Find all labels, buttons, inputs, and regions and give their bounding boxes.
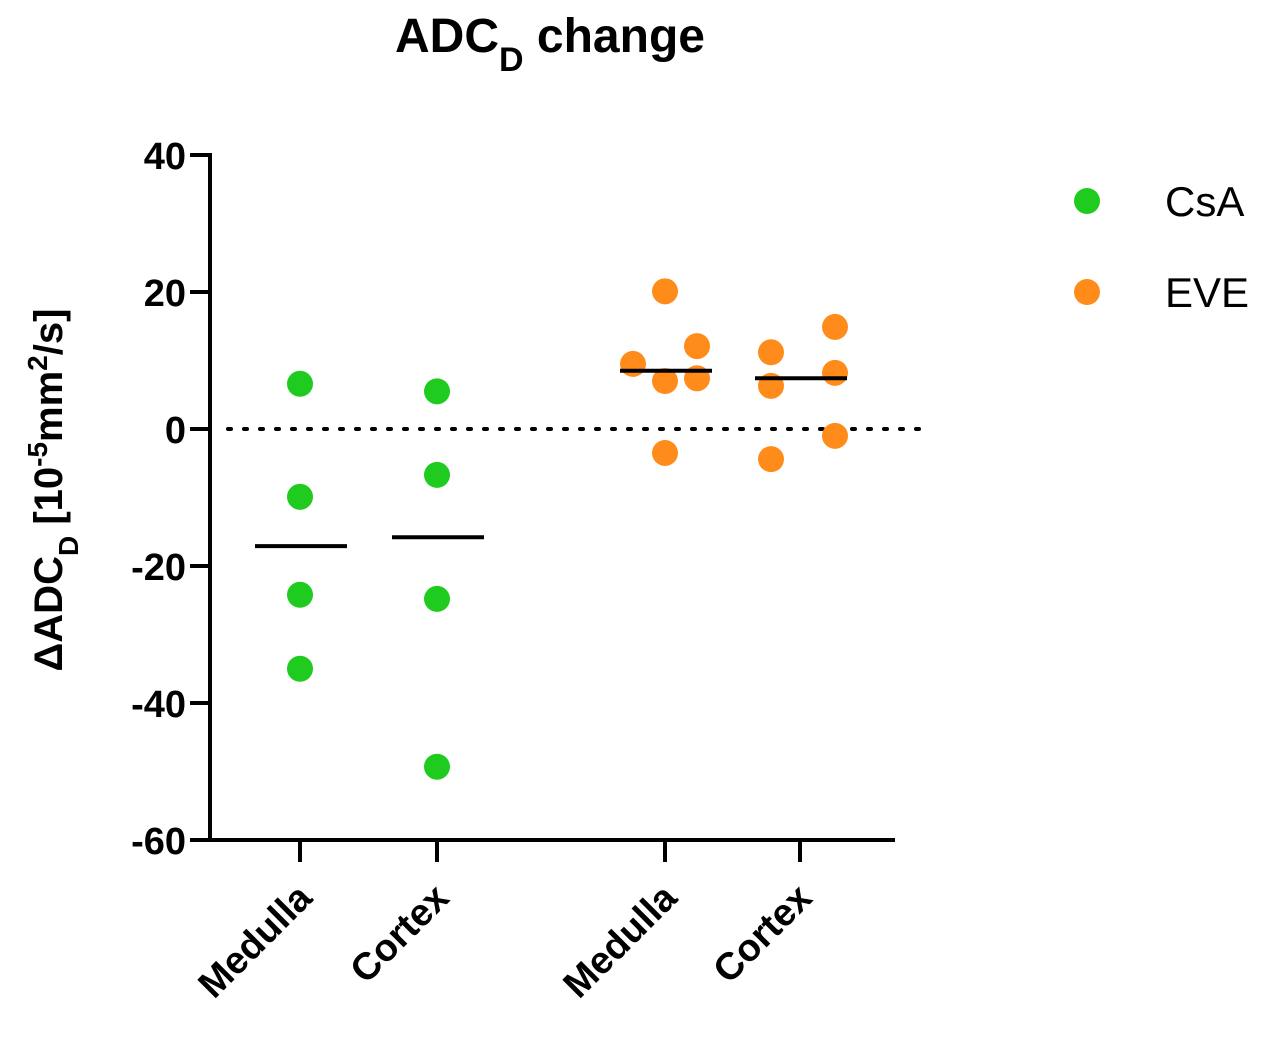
- y-axis-label-part: 2: [22, 355, 53, 371]
- data-point: [652, 278, 678, 305]
- data-point: [424, 753, 450, 780]
- x-tick-label: Cortex: [706, 877, 821, 992]
- legend-label: CsA: [1165, 178, 1244, 225]
- y-tick-label: 20: [144, 273, 186, 315]
- y-axis-label-part: D: [53, 536, 84, 556]
- x-tick-label: Cortex: [343, 877, 458, 992]
- chart-title-part: D: [499, 41, 524, 79]
- x-tick-label: Medulla: [191, 876, 321, 1006]
- data-point: [424, 461, 450, 488]
- y-axis-label: ΔADCD [10-5mm2/s]: [22, 309, 84, 672]
- legend-label: EVE: [1165, 269, 1249, 316]
- data-point: [822, 313, 848, 340]
- data-point: [652, 439, 678, 466]
- y-tick-label: -20: [131, 547, 186, 589]
- x-tick-label: Medulla: [556, 876, 686, 1006]
- y-axis-label-part: ΔADC: [27, 556, 71, 671]
- y-tick-label: -60: [131, 821, 186, 863]
- y-axis-label-part: /s]: [27, 309, 71, 356]
- data-point: [822, 359, 848, 386]
- chart-title-part: ADC: [395, 10, 499, 63]
- y-tick-label: -40: [131, 684, 186, 726]
- legend-marker: [1074, 279, 1100, 305]
- y-axis-label-part: [10: [27, 467, 71, 536]
- legend-marker: [1074, 188, 1100, 214]
- data-point: [287, 483, 313, 510]
- y-tick-label: 0: [165, 410, 186, 452]
- y-axis-label-part: -5: [22, 442, 53, 467]
- data-point: [620, 350, 646, 377]
- data-point: [822, 422, 848, 449]
- data-point: [684, 333, 710, 360]
- data-point: [424, 585, 450, 612]
- data-point: [287, 655, 313, 682]
- data-point: [758, 339, 784, 366]
- data-point: [758, 446, 784, 473]
- data-point: [424, 378, 450, 405]
- data-point: [287, 370, 313, 397]
- data-point: [652, 368, 678, 395]
- data-point: [287, 581, 313, 608]
- chart-title-part: change: [524, 10, 705, 63]
- y-axis-label-part: mm: [27, 371, 71, 442]
- y-tick-label: 40: [144, 136, 186, 178]
- chart-title: ADCD change: [395, 10, 705, 79]
